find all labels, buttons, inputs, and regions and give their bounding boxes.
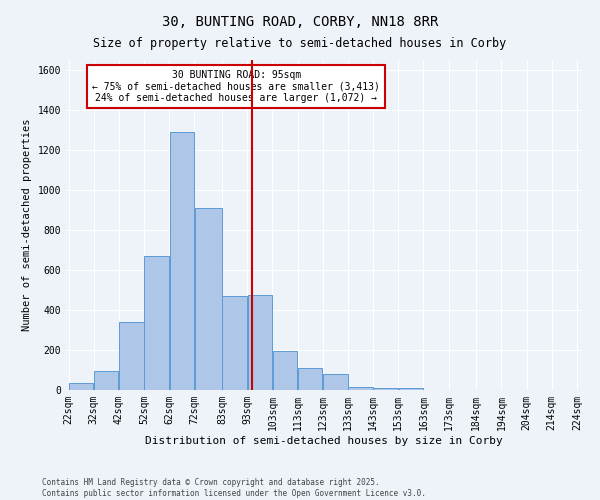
Bar (170, 132, 194, 390)
Text: 30 BUNTING ROAD: 95sqm
← 75% of semi-detached houses are smaller (3,413)
24% of : 30 BUNTING ROAD: 95sqm ← 75% of semi-det… (92, 70, 380, 103)
Bar (323, 374, 347, 390)
Bar (69, 383, 94, 390)
Bar (223, 296, 247, 390)
Y-axis label: Number of semi-detached properties: Number of semi-detached properties (22, 118, 32, 331)
Bar (195, 208, 221, 390)
Text: Contains HM Land Registry data © Crown copyright and database right 2025.
Contai: Contains HM Land Registry data © Crown c… (42, 478, 426, 498)
Bar (298, 368, 322, 390)
Bar (398, 388, 423, 390)
Bar (348, 387, 373, 390)
X-axis label: Distribution of semi-detached houses by size in Corby: Distribution of semi-detached houses by … (145, 436, 503, 446)
Bar (373, 388, 398, 390)
Text: Size of property relative to semi-detached houses in Corby: Size of property relative to semi-detach… (94, 38, 506, 51)
Bar (94, 371, 118, 390)
Bar (145, 256, 169, 390)
Text: 30, BUNTING ROAD, CORBY, NN18 8RR: 30, BUNTING ROAD, CORBY, NN18 8RR (162, 15, 438, 29)
Bar (248, 295, 272, 390)
Bar (119, 322, 143, 390)
Bar (273, 351, 297, 390)
